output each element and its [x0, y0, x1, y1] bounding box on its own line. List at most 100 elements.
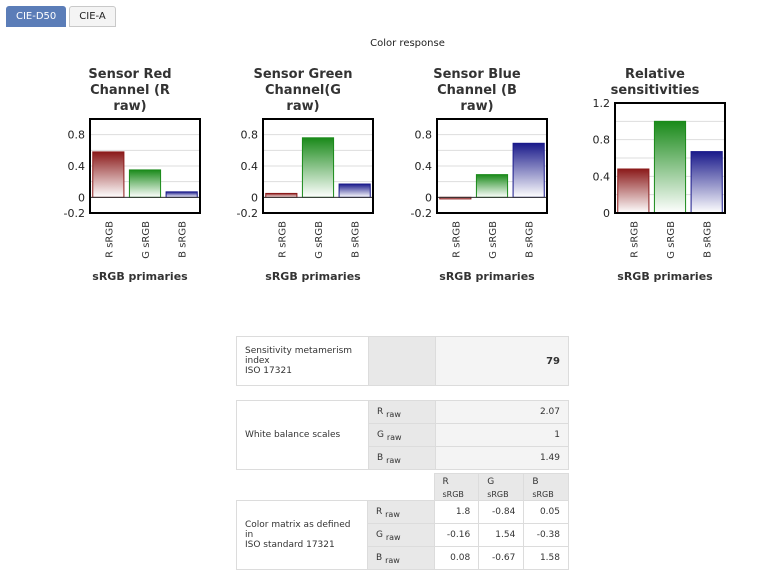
x-tick-label: G sRGB: [141, 221, 152, 259]
bar: [338, 183, 371, 198]
y-tick-label: 0: [251, 191, 258, 204]
matrix-row-label: G raw: [367, 523, 435, 547]
color-matrix-table: R sRGB G sRGB B sRGB Color matrix as def…: [236, 473, 569, 570]
y-tick-label: 0.8: [593, 134, 611, 147]
chart-title: Sensor Red: [88, 67, 171, 82]
bar: [92, 151, 125, 198]
wb-value: 1.49: [435, 446, 569, 470]
wb-row-label: R raw: [368, 400, 436, 424]
matrix-label-line: ISO standard 17321: [245, 540, 335, 550]
y-tick-label: -0.2: [64, 207, 85, 220]
x-axis-label: sRGB primaries: [617, 270, 713, 283]
x-axis-label: sRGB primaries: [265, 270, 361, 283]
wb-row-label: B raw: [368, 446, 436, 470]
bar: [301, 137, 335, 198]
chart-title: Sensor Green: [253, 67, 352, 82]
y-tick-label: -0.2: [237, 207, 258, 220]
x-tick-label: B sRGB: [703, 221, 714, 258]
y-tick-label: 1.2: [593, 97, 611, 110]
white-balance-table: White balance scales R raw 2.07 G raw 1 …: [236, 400, 569, 470]
chart-title: sensitivities: [611, 83, 700, 98]
matrix-corner: [368, 474, 435, 501]
matrix-cell: -0.84: [478, 500, 525, 524]
chart-title: Channel(G: [265, 83, 341, 98]
matrix-cell: 0.05: [523, 500, 569, 524]
x-tick-label: B sRGB: [351, 221, 362, 258]
x-tick-label: G sRGB: [488, 221, 499, 259]
smi-value: 79: [435, 336, 569, 386]
chart-title: Channel (B: [437, 83, 517, 98]
y-tick-label: -0.2: [411, 207, 432, 220]
wb-row-label: G raw: [368, 423, 436, 447]
x-tick-label: R sRGB: [451, 221, 462, 258]
chart-title: raw): [286, 99, 319, 114]
matrix-row-label: B raw: [367, 546, 435, 570]
wb-value: 2.07: [435, 400, 569, 424]
bar: [165, 191, 198, 198]
y-tick-label: 0.8: [68, 129, 86, 142]
x-tick-label: R sRGB: [629, 221, 640, 258]
smi-label-line: ISO 17321: [245, 366, 292, 376]
bar: [617, 168, 650, 214]
illuminant-tabs: CIE-D50 CIE-A: [6, 6, 116, 27]
matrix-cell: 1.8: [433, 500, 480, 524]
y-tick-label: 0: [78, 191, 85, 204]
smi-table: Sensitivity metamerism index ISO 17321 7…: [236, 336, 569, 386]
matrix-col-header: R sRGB: [433, 473, 480, 501]
plot-frame: [89, 118, 201, 214]
bar: [265, 192, 298, 198]
x-tick-label: R sRGB: [277, 221, 288, 258]
matrix-corner: [237, 474, 368, 501]
chart-title: Relative: [625, 67, 685, 82]
chart-title: raw): [113, 99, 146, 114]
y-tick-label: 0.4: [415, 160, 433, 173]
matrix-cell: 1.58: [523, 546, 569, 570]
wb-label: White balance scales: [236, 400, 369, 470]
y-tick-label: 0.8: [241, 129, 259, 142]
x-axis-label: sRGB primaries: [439, 270, 535, 283]
chart-title: Sensor Blue: [433, 67, 521, 82]
smi-label-line: index: [245, 356, 270, 366]
matrix-cell: -0.16: [433, 523, 480, 547]
tab-cie-d50[interactable]: CIE-D50: [6, 6, 67, 27]
smi-label-line: Sensitivity metamerism: [245, 346, 353, 356]
matrix-col-header: G sRGB: [478, 473, 525, 501]
plot-frame: [614, 102, 726, 214]
x-axis-label: sRGB primaries: [92, 270, 188, 283]
matrix-cell: 1.54: [478, 523, 525, 547]
smi-label: Sensitivity metamerism index ISO 17321: [236, 336, 369, 386]
y-tick-label: 0.4: [593, 170, 611, 183]
matrix-cell: -0.67: [478, 546, 525, 570]
bar: [512, 142, 545, 198]
color-response-title: Color response: [370, 38, 445, 49]
bar: [653, 120, 687, 214]
smi-spacer: [368, 336, 436, 386]
y-tick-label: 0.4: [68, 160, 86, 173]
y-tick-label: 0.4: [241, 160, 259, 173]
x-tick-label: G sRGB: [666, 221, 677, 259]
matrix-label-line: Color matrix as defined in: [245, 520, 351, 540]
x-tick-label: B sRGB: [525, 221, 536, 258]
matrix-label: Color matrix as defined in ISO standard …: [236, 500, 368, 570]
wb-value: 1: [435, 423, 569, 447]
y-tick-label: 0.8: [415, 129, 433, 142]
plot-frame: [262, 118, 374, 214]
chart-title: Channel (R: [90, 83, 170, 98]
bar: [475, 174, 509, 198]
matrix-cell: 0.08: [433, 546, 480, 570]
y-tick-label: 0: [425, 191, 432, 204]
x-tick-label: R sRGB: [104, 221, 115, 258]
matrix-col-header: B sRGB: [523, 473, 569, 501]
tab-cie-a[interactable]: CIE-A: [69, 6, 116, 27]
x-tick-label: B sRGB: [178, 221, 189, 258]
matrix-row-label: R raw: [367, 500, 435, 524]
chart-title: raw): [460, 99, 493, 114]
y-tick-label: 0: [603, 207, 610, 220]
bar: [128, 169, 162, 198]
x-tick-label: G sRGB: [314, 221, 325, 259]
bar: [690, 151, 723, 214]
